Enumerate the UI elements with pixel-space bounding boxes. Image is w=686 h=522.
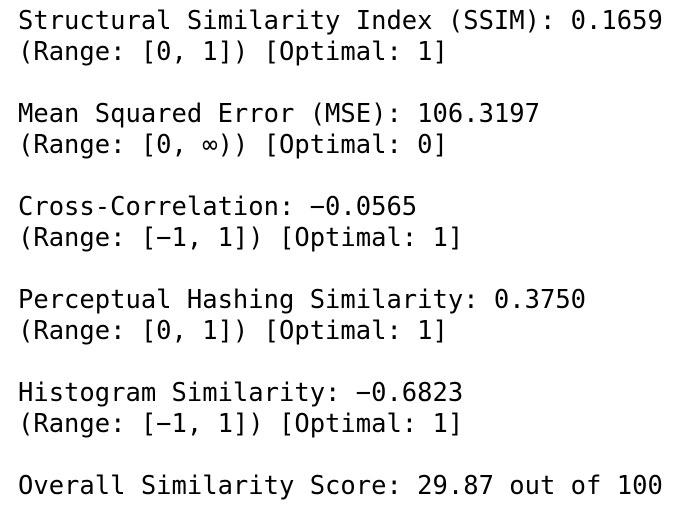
metric-result: Cross-Correlation: −0.0565 [18, 192, 418, 222]
metric-range: (Range: [−1, 1]) [Optimal: 1] [18, 223, 464, 253]
metric-result: Structural Similarity Index (SSIM): 0.16… [18, 6, 663, 36]
metric-result: Perceptual Hashing Similarity: 0.3750 [18, 285, 587, 315]
metric-result: Mean Squared Error (MSE): 106.3197 [18, 99, 540, 129]
overall-score: Overall Similarity Score: 29.87 out of 1… [18, 471, 663, 501]
metric-range: (Range: [−1, 1]) [Optimal: 1] [18, 409, 464, 439]
metric-range: (Range: [0, ∞)) [Optimal: 0] [18, 130, 448, 160]
metric-range: (Range: [0, 1]) [Optimal: 1] [18, 37, 448, 67]
metric-result: Histogram Similarity: −0.6823 [18, 378, 464, 408]
metric-range: (Range: [0, 1]) [Optimal: 1] [18, 316, 448, 346]
